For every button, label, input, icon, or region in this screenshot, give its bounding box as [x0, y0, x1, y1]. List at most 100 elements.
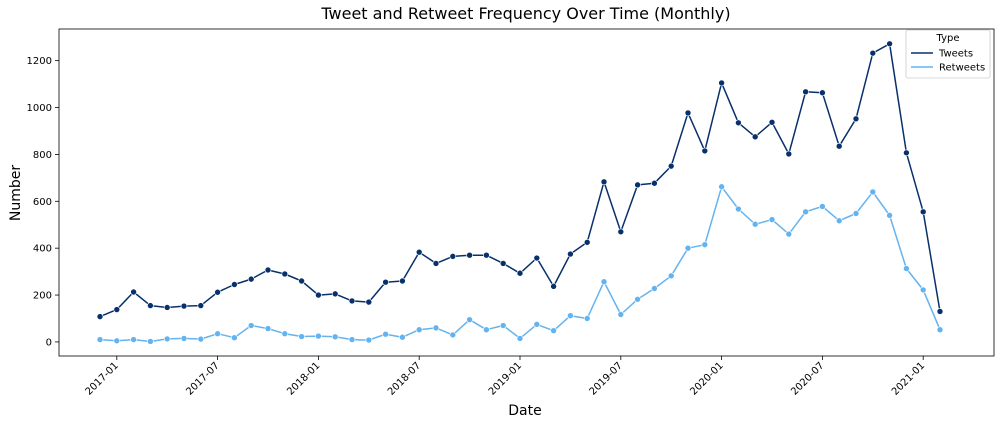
retweets-point: [785, 230, 793, 238]
retweets-point: [466, 316, 473, 323]
retweets-point: [163, 335, 171, 343]
retweets-point: [651, 285, 658, 292]
tweets-point: [533, 254, 541, 262]
retweets-point: [96, 336, 104, 343]
series-layer: [96, 40, 944, 345]
x-tick-label: 2020-07: [789, 360, 826, 397]
tweets-point: [298, 277, 305, 285]
x-axis: 2017-01 2017-07 2018-01 2018-07 2019-01 2019-…: [84, 356, 927, 398]
retweets-point: [365, 336, 373, 344]
y-tick-label: 600: [33, 197, 52, 208]
x-tick-label: 2019-07: [588, 360, 625, 397]
tweets-point: [768, 118, 776, 126]
tweets-point: [667, 162, 675, 170]
tweets-point: [701, 147, 709, 155]
retweets-point: [550, 327, 557, 334]
tweets-point: [399, 277, 406, 285]
tweets-point: [331, 290, 339, 298]
y-axis-label: Number: [8, 165, 24, 221]
tweets-point: [516, 269, 524, 277]
retweets-point: [768, 216, 776, 223]
tweets-point: [163, 304, 171, 311]
tweets-point: [550, 283, 557, 290]
retweets-point: [516, 335, 524, 342]
retweets-point: [197, 335, 205, 343]
retweets-point: [382, 330, 389, 338]
tweets-point: [785, 150, 793, 158]
tweets-point: [684, 109, 692, 117]
tweets-point: [130, 288, 137, 296]
retweets-point: [869, 188, 877, 196]
retweets-point: [348, 336, 356, 343]
x-tick-label: 2017-07: [184, 360, 221, 397]
tweets-point: [483, 251, 490, 259]
x-tick-label: 2020-01: [688, 360, 725, 397]
tweets-point: [247, 275, 255, 283]
retweets-point: [600, 278, 608, 285]
tweets-point: [113, 306, 121, 313]
retweets-point: [567, 312, 574, 319]
retweets-point: [315, 332, 322, 340]
tweets-point: [415, 248, 423, 256]
retweets-point: [264, 325, 272, 332]
tweets-point: [466, 251, 473, 259]
tweets-point: [264, 266, 272, 274]
series-tweets: [96, 40, 944, 320]
x-tick-label: 2019-01: [487, 360, 524, 397]
tweets-point: [903, 149, 910, 157]
tweets-point: [718, 79, 725, 87]
tweets-point: [147, 302, 154, 309]
retweets-point: [180, 335, 188, 342]
tweets-point: [365, 298, 373, 306]
retweets-point: [130, 336, 137, 343]
tweets-point: [886, 40, 893, 48]
tweets-point: [852, 115, 860, 123]
tweets-point: [315, 291, 322, 299]
y-tick-label: 1200: [27, 56, 52, 67]
y-tick-label: 0: [46, 337, 52, 348]
legend-title: Type: [936, 33, 960, 44]
tweets-point: [819, 89, 826, 97]
y-tick-label: 200: [33, 291, 52, 302]
tweets-point: [96, 313, 104, 320]
tweets-point: [567, 250, 574, 258]
retweets-point: [667, 272, 675, 280]
retweets-point: [399, 333, 406, 341]
tweets-point: [231, 281, 238, 288]
retweets-point: [298, 333, 305, 340]
retweets-point: [113, 337, 121, 345]
retweets-point: [903, 265, 910, 272]
retweets-point: [331, 333, 339, 341]
tweets-point: [735, 119, 742, 127]
retweets-point: [483, 326, 490, 334]
tweets-point: [600, 178, 608, 186]
retweets-point: [936, 326, 944, 334]
retweets-point: [617, 311, 625, 318]
legend: Type Tweets Retweets: [905, 29, 991, 79]
y-tick-label: 800: [33, 150, 52, 161]
retweets-point: [684, 244, 692, 252]
retweets-point: [449, 331, 457, 339]
x-tick-label: 2021-01: [890, 360, 927, 397]
tweets-point: [348, 297, 356, 305]
tweets-point: [835, 142, 843, 150]
tweets-point: [936, 308, 944, 315]
legend-label: Tweets: [938, 49, 973, 60]
retweets-point: [281, 330, 289, 338]
legend-label: Retweets: [939, 63, 985, 74]
retweets-point: [432, 324, 440, 332]
tweets-point: [802, 88, 809, 96]
y-tick-label: 400: [33, 244, 52, 255]
retweets-point: [634, 295, 641, 303]
tweets-point: [197, 302, 205, 309]
retweets-point: [886, 212, 893, 219]
y-tick-label: 1000: [27, 103, 52, 114]
tweets-point: [751, 133, 759, 141]
tweets-point: [382, 278, 389, 286]
plot-frame: [58, 28, 995, 357]
series-retweets: [96, 183, 944, 345]
legend-box: [905, 29, 991, 79]
retweets-point: [533, 321, 541, 328]
retweets-point: [718, 183, 725, 191]
